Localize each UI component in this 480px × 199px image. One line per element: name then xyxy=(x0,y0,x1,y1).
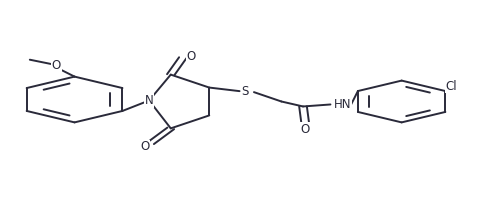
Text: O: O xyxy=(51,59,61,72)
Text: N: N xyxy=(144,94,153,107)
Text: S: S xyxy=(241,85,249,98)
Text: Cl: Cl xyxy=(444,80,456,93)
Text: HN: HN xyxy=(334,98,351,111)
Text: O: O xyxy=(140,140,149,153)
Text: O: O xyxy=(186,50,196,63)
Text: O: O xyxy=(300,123,310,136)
